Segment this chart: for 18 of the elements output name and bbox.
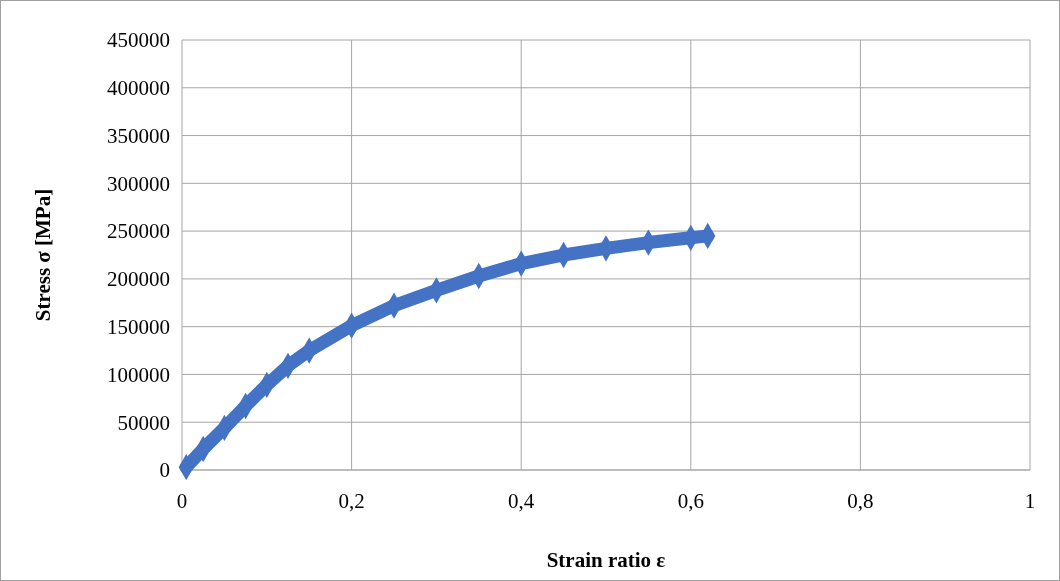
x-tick-label: 0 (176, 489, 188, 513)
x-tick-label: 0,8 (847, 489, 874, 513)
y-tick-label: 0 (159, 458, 170, 483)
y-tick-label: 450000 (107, 28, 170, 53)
y-axis-title: Stress σ [MPa] (31, 188, 55, 322)
y-tick-label: 300000 (107, 171, 170, 196)
x-tick-label: 0,2 (338, 489, 365, 513)
y-tick-label: 350000 (107, 123, 170, 148)
x-tick-label: 0,6 (677, 489, 704, 513)
x-tick-label: 0,4 (508, 489, 535, 513)
y-tick-label: 250000 (107, 219, 170, 244)
y-tick-label: 150000 (107, 315, 170, 340)
x-axis-title: Strain ratio ε (546, 548, 666, 572)
y-tick-label: 100000 (107, 362, 170, 387)
y-tick-label: 50000 (117, 410, 170, 435)
x-tick-label: 1 (1024, 489, 1036, 513)
y-tick-label: 400000 (107, 76, 170, 101)
y-tick-label: 200000 (107, 267, 170, 292)
